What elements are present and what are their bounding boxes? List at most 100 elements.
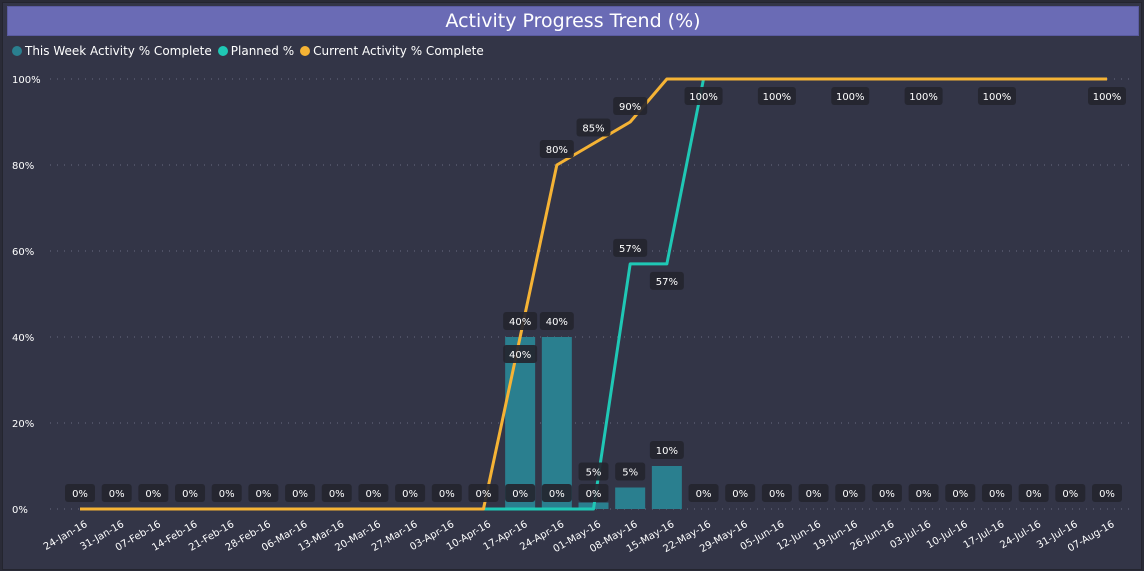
data-label-box xyxy=(835,484,866,502)
y-tick-label: 40% xyxy=(12,333,34,344)
data-label-box xyxy=(831,87,870,105)
data-label-box xyxy=(649,271,684,290)
data-label: 0% xyxy=(292,489,308,500)
data-label: 0% xyxy=(255,489,271,500)
y-tick-label: 80% xyxy=(12,161,34,172)
data-label-box xyxy=(539,140,574,158)
data-label: 0% xyxy=(402,489,418,500)
data-label-box xyxy=(798,484,829,502)
data-label-box xyxy=(101,484,132,502)
data-label-box xyxy=(1092,484,1122,502)
y-tick-label: 20% xyxy=(12,419,34,430)
data-label: 0% xyxy=(696,489,712,500)
data-label: 0% xyxy=(769,489,785,500)
legend-item-planned[interactable]: Planned % xyxy=(217,44,295,58)
data-label-box xyxy=(175,484,206,502)
data-label-box xyxy=(904,87,943,105)
data-label-box xyxy=(684,87,723,105)
data-label-box xyxy=(138,484,169,502)
data-label: 0% xyxy=(1062,489,1078,500)
data-label: 0% xyxy=(439,489,455,500)
data-label: 0% xyxy=(219,489,235,500)
data-label: 100% xyxy=(689,92,718,103)
data-label: 0% xyxy=(476,489,492,500)
legend-item-this-week[interactable]: This Week Activity % Complete xyxy=(12,44,212,58)
data-label: 0% xyxy=(549,489,565,500)
data-label-box xyxy=(541,484,572,502)
bar[interactable] xyxy=(505,337,536,509)
data-label-box xyxy=(761,484,792,502)
data-label: 100% xyxy=(909,92,938,103)
data-label-box xyxy=(65,484,95,502)
legend-label: Planned % xyxy=(230,44,295,58)
data-label: 85% xyxy=(582,124,604,135)
data-label-box xyxy=(725,484,756,502)
data-label-box xyxy=(578,462,609,481)
data-label-box xyxy=(613,238,648,257)
y-tick-label: 100% xyxy=(12,75,41,86)
data-label-box xyxy=(1088,87,1126,105)
data-label: 100% xyxy=(1093,92,1122,103)
data-label-box xyxy=(395,484,426,502)
bar[interactable] xyxy=(651,466,682,509)
data-label-box xyxy=(871,484,902,502)
data-label: 80% xyxy=(546,145,568,156)
data-label: 0% xyxy=(512,489,528,500)
y-tick-label: 60% xyxy=(12,247,34,258)
legend-item-current[interactable]: Current Activity % Complete xyxy=(300,44,484,58)
legend-label: Current Activity % Complete xyxy=(313,44,484,58)
data-label-box xyxy=(576,118,611,137)
data-label-box xyxy=(945,484,976,502)
data-label-box xyxy=(468,484,499,502)
y-tick-label: 0% xyxy=(12,505,28,516)
data-label: 0% xyxy=(916,489,932,500)
data-label: 40% xyxy=(509,317,531,328)
data-label-box xyxy=(649,441,684,459)
data-label: 0% xyxy=(1026,489,1042,500)
data-label: 5% xyxy=(586,468,602,479)
x-tick-label: 03-Jul-16 xyxy=(888,519,933,551)
data-label: 0% xyxy=(732,489,748,500)
data-label-box xyxy=(908,484,939,502)
x-tick-label: 10-Jul-16 xyxy=(925,519,970,551)
data-label: 0% xyxy=(989,489,1005,500)
data-label-box xyxy=(248,484,279,502)
legend-dot-icon xyxy=(300,46,311,56)
data-label-box xyxy=(503,345,538,363)
data-label-box xyxy=(613,97,648,115)
bar[interactable] xyxy=(615,487,646,510)
data-label: 0% xyxy=(1099,489,1115,500)
bar[interactable] xyxy=(541,337,572,509)
data-label: 10% xyxy=(656,446,678,457)
chart-title: Activity Progress Trend (%) xyxy=(7,6,1139,36)
data-label: 57% xyxy=(619,244,641,255)
data-label: 100% xyxy=(763,92,792,103)
data-label-box xyxy=(1018,484,1049,502)
legend-dot-icon xyxy=(217,46,228,56)
data-label-box xyxy=(431,484,462,502)
legend-dot-icon xyxy=(12,46,22,56)
data-label: 0% xyxy=(879,489,895,500)
data-label-box xyxy=(321,484,352,502)
data-label: 0% xyxy=(586,489,602,500)
data-label-box xyxy=(981,484,1012,502)
data-label-box xyxy=(615,462,646,481)
data-label: 0% xyxy=(842,489,858,500)
data-label: 0% xyxy=(329,489,345,500)
data-label-box xyxy=(977,87,1016,105)
data-label: 57% xyxy=(656,277,678,288)
data-label: 40% xyxy=(509,350,531,361)
data-label-box xyxy=(503,312,538,330)
current-line[interactable] xyxy=(80,77,1107,511)
data-label: 0% xyxy=(145,489,161,500)
legend-label: This Week Activity % Complete xyxy=(25,44,212,58)
data-label-box xyxy=(757,87,796,105)
data-label: 5% xyxy=(622,468,638,479)
data-label: 90% xyxy=(619,102,641,113)
data-label: 40% xyxy=(546,317,568,328)
data-label: 0% xyxy=(182,489,198,500)
data-label-box xyxy=(285,484,316,502)
legend: This Week Activity % Complete Planned % … xyxy=(12,44,484,58)
data-label-box xyxy=(1055,484,1086,502)
x-tick-label: 24-Jul-16 xyxy=(998,519,1043,551)
